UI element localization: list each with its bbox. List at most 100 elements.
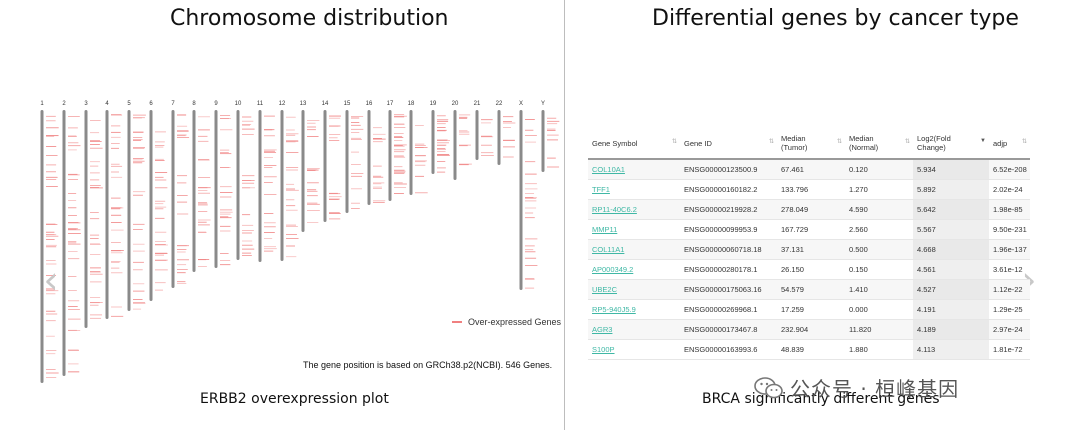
- table-cell: 5.567: [913, 219, 989, 240]
- gene-mark: [481, 135, 492, 137]
- sort-icon[interactable]: ⇅: [671, 139, 677, 145]
- gene-symbol-link[interactable]: RP5-940J5.9: [592, 305, 636, 314]
- gene-symbol-link[interactable]: RP11-40C6.2: [592, 205, 637, 214]
- gene-mark: [68, 116, 80, 117]
- chromosome-bar: [62, 110, 66, 376]
- gene-mark: [198, 259, 207, 261]
- wechat-icon: [754, 376, 783, 398]
- chevron-left-icon[interactable]: ‹: [43, 258, 59, 302]
- gene-mark: [394, 115, 407, 117]
- gene-mark: [415, 164, 426, 166]
- gene-mark: [394, 123, 405, 125]
- gene-mark: [220, 118, 232, 119]
- gene-mark: [373, 141, 383, 143]
- gene-mark: [329, 115, 341, 117]
- gene-mark: [133, 290, 145, 292]
- sort-icon[interactable]: ⇅: [904, 139, 910, 145]
- table-cell: 4.668: [913, 239, 989, 260]
- gene-mark: [351, 128, 364, 130]
- gene-mark: [394, 136, 403, 138]
- gene-symbol-link[interactable]: UBE2C: [592, 285, 618, 294]
- table-row: AP000349.2 ENSG00000280178.1 26.150 0.150 4.…: [588, 259, 1030, 280]
- chromosome-bar: [171, 110, 175, 288]
- column-header[interactable]: Gene ID ⇅: [680, 128, 777, 160]
- column-header[interactable]: Median (Normal) ⇅: [845, 128, 913, 160]
- table-cell: 4.590: [845, 199, 913, 220]
- gene-symbol-link[interactable]: AP000349.2: [592, 265, 634, 274]
- gene-mark: [198, 202, 208, 204]
- gene-mark: [394, 145, 405, 147]
- gene-mark: [437, 140, 447, 141]
- sort-icon[interactable]: ⇅: [1021, 139, 1027, 145]
- gene-symbol-link[interactable]: S100P: [592, 345, 615, 354]
- gene-mark: [155, 289, 164, 291]
- gene-mark: [242, 175, 255, 177]
- gene-mark: [307, 136, 319, 137]
- gene-symbol-link[interactable]: COL10A1: [592, 165, 625, 174]
- gene-mark: [177, 130, 189, 132]
- gene-mark: [68, 258, 80, 260]
- gene-mark: [437, 171, 446, 173]
- gene-mark: [329, 140, 340, 141]
- table-cell: 17.259: [777, 299, 845, 320]
- chromosome-bar: [323, 110, 327, 222]
- gene-mark: [111, 272, 123, 274]
- gene-mark: [68, 318, 81, 320]
- gene-mark: [111, 125, 121, 127]
- gene-symbol-link[interactable]: AGR3: [592, 325, 613, 334]
- sort-desc-icon[interactable]: ▼: [980, 138, 986, 144]
- gene-mark: [394, 140, 403, 141]
- gene-mark: [133, 114, 146, 116]
- column-header[interactable]: Gene Symbol ⇅: [588, 128, 680, 160]
- gene-mark: [525, 173, 537, 175]
- gene-mark: [286, 234, 297, 235]
- gene-mark: [68, 200, 77, 201]
- gene-mark: [90, 132, 100, 134]
- gene-mark: [437, 161, 446, 162]
- gene-mark: [46, 120, 56, 122]
- column-header[interactable]: Median (Tumor) ⇅: [777, 128, 845, 160]
- gene-mark: [307, 222, 319, 223]
- gene-mark: [46, 288, 55, 290]
- gene-mark: [220, 152, 229, 153]
- column-header[interactable]: adjp ⇅: [989, 128, 1030, 160]
- gene-mark: [525, 287, 535, 289]
- gene-symbol-link[interactable]: COL11A1: [592, 245, 625, 254]
- gene-mark: [111, 306, 122, 308]
- gene-mark: [394, 127, 406, 128]
- gene-mark: [198, 219, 211, 221]
- column-header[interactable]: Log2(Fold Change) ▼: [913, 128, 989, 160]
- gene-symbol-link[interactable]: TFF1: [592, 185, 610, 194]
- sort-icon[interactable]: ⇅: [836, 139, 842, 145]
- gene-symbol-link[interactable]: MMP11: [592, 225, 618, 234]
- table-cell: AP000349.2: [588, 259, 680, 280]
- gene-mark: [90, 179, 100, 181]
- gene-mark: [394, 145, 403, 146]
- gene-mark: [177, 264, 187, 266]
- legend-label: Over-expressed Genes: [468, 317, 562, 327]
- gene-mark: [155, 282, 166, 284]
- gene-mark: [46, 231, 55, 233]
- chromosome-bar: [84, 110, 88, 328]
- gene-mark: [90, 238, 99, 239]
- table-cell: 5.642: [913, 199, 989, 220]
- table-row: UBE2C ENSG00000175063.16 54.579 1.410 4.527 1…: [588, 279, 1030, 300]
- gene-mark: [373, 186, 382, 188]
- table-cell: ENSG00000173467.8: [680, 319, 777, 340]
- gene-mark: [525, 278, 535, 280]
- gene-mark: [351, 188, 362, 190]
- gene-mark: [481, 144, 492, 146]
- sort-icon[interactable]: ⇅: [768, 139, 774, 145]
- gene-mark: [547, 139, 558, 141]
- gene-mark: [198, 129, 210, 131]
- gene-mark: [133, 117, 142, 119]
- gene-mark: [90, 218, 100, 220]
- gene-mark: [90, 185, 101, 186]
- gene-mark: [133, 243, 145, 245]
- gene-mark: [68, 350, 79, 351]
- differential-genes-table: Gene Symbol ⇅ Gene ID ⇅ Median (Tumor) ⇅ Median…: [588, 128, 1030, 360]
- chromosome-bar: [214, 110, 218, 268]
- gene-mark: [90, 212, 99, 213]
- gene-mark: [155, 254, 165, 256]
- gene-mark: [177, 201, 188, 203]
